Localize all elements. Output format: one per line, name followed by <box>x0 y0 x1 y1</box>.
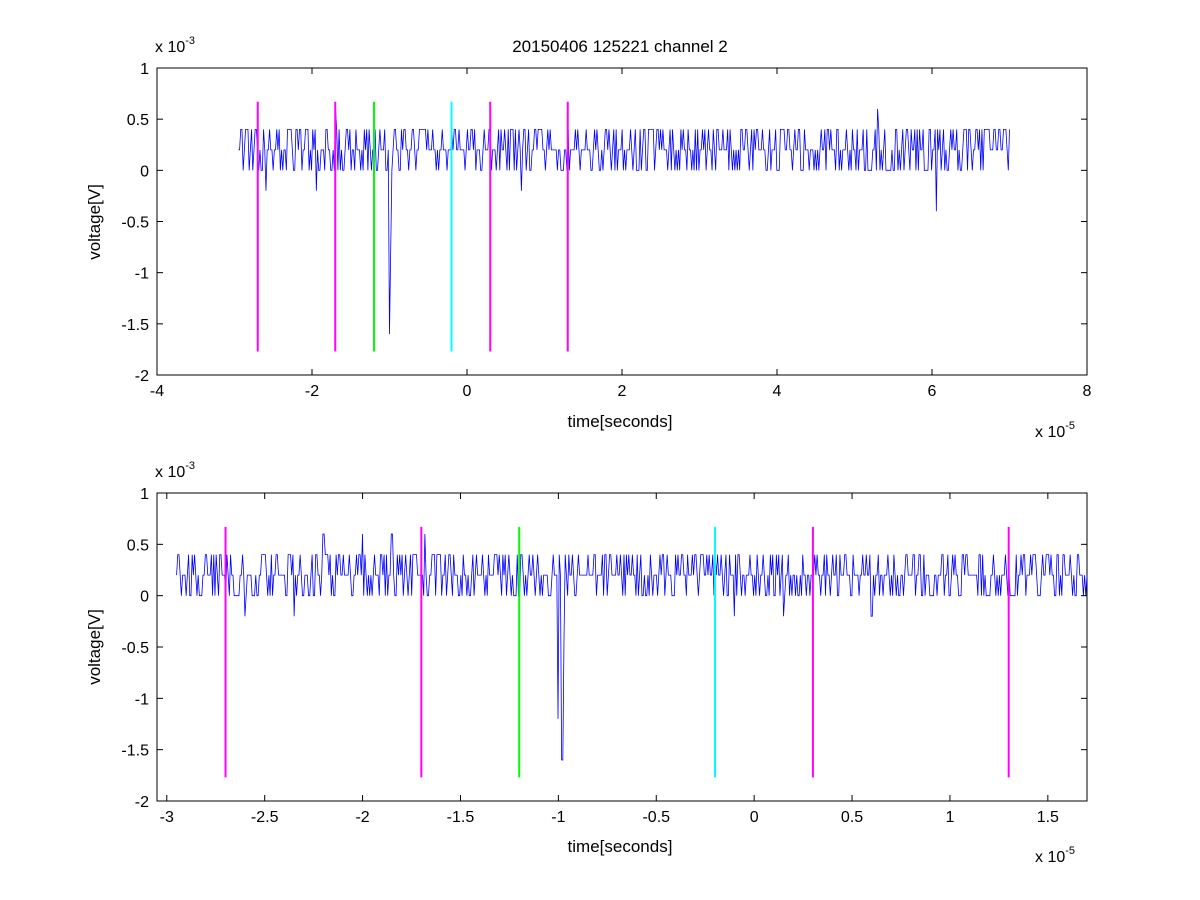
plot-top-y-exponent-power: -3 <box>185 35 195 47</box>
plot-bottom-ytick-label: 0 <box>140 589 149 606</box>
figure-title: 20150406 125221 channel 2 <box>512 37 728 56</box>
plot-top-xtick-label: -4 <box>150 383 164 400</box>
plot-bottom-x-exponent-power: -5 <box>1065 845 1075 857</box>
plot-bottom-ytick-label: -1.5 <box>121 743 149 760</box>
plot-top-signal <box>238 108 1010 335</box>
plot-bottom-ytick-label: 0.5 <box>127 537 149 554</box>
plot-bottom-xtick-label: -1.5 <box>447 809 475 826</box>
plot-top-signal-trace <box>238 108 1010 335</box>
plot-top: -4 -2 0 2 4 6 810.50-0.5-1-1.5-2 time[seconds]… <box>85 35 1092 441</box>
plot-bottom-xtick-label: -2 <box>355 809 369 826</box>
plot-bottom-ytick-label: 1 <box>140 486 149 503</box>
plot-bottom-signal-trace <box>176 533 1088 761</box>
plot-top-y-exponent-base: x 10 <box>155 39 185 56</box>
plot-bottom-axes-box <box>156 492 1088 802</box>
plot-bottom-xtick-label: 0.5 <box>841 809 863 826</box>
plot-top-ytick-label: -0.5 <box>121 215 149 232</box>
plot-bottom-x-exponent-base: x 10 <box>1035 849 1065 866</box>
plot-top-xtick-label: 4 <box>773 383 782 400</box>
plot-bottom-xtick-label: 0 <box>750 809 759 826</box>
plot-bottom-signal <box>176 533 1088 761</box>
plot-top-xtick-label: 8 <box>1083 383 1092 400</box>
plot-top-ytick-label: -1 <box>135 266 149 283</box>
plot-top-x-exponent-power: -5 <box>1065 420 1075 432</box>
plot-bottom-y-exponent-power: -3 <box>185 460 195 472</box>
plot-bottom-y-label: voltage[V] <box>85 609 104 685</box>
plot-bottom-xtick-label: 1.5 <box>1037 809 1059 826</box>
plot-bottom-xtick-label: -0.5 <box>642 809 670 826</box>
plot-top-xtick-label: 2 <box>618 383 627 400</box>
plot-top-ytick-label: 1 <box>140 61 149 78</box>
plot-bottom-xtick-label: -1 <box>551 809 565 826</box>
plot-top-markers <box>256 101 569 352</box>
plot-top-ytick-label: 0.5 <box>127 112 149 129</box>
plot-bottom-xtick-label: -3 <box>160 809 174 826</box>
plot-bottom-ticks: -3 -2.5 -2 -1.5 -1 -0.5 0 0.5 1 1.5 1 0.5 0 -0.5 -1 -1.… <box>121 486 1087 826</box>
plot-top-x-exponent: x 10-5 <box>1035 420 1075 441</box>
plot-top-ytick-label: 0 <box>140 163 149 180</box>
plot-bottom-x-label: time[seconds] <box>568 837 673 856</box>
plot-bottom-xtick-label: 1 <box>945 809 954 826</box>
plot-bottom-xtick-label: -2.5 <box>251 809 279 826</box>
plot-bottom-ytick-label: -1 <box>135 691 149 708</box>
plot-bottom-x-exponent: x 10-5 <box>1035 845 1075 866</box>
plot-top-xtick-label: 6 <box>928 383 937 400</box>
plot-top-ytick-label: -1.5 <box>121 317 149 334</box>
plot-bottom-markers <box>224 526 1010 778</box>
plot-top-xtick-label: -2 <box>305 383 319 400</box>
plot-top-x-exponent-base: x 10 <box>1035 424 1065 441</box>
plot-top-axes-box <box>156 67 1088 376</box>
plot-top-ticks: -4 -2 0 2 4 6 810.50-0.5-1-1.5-2 <box>121 61 1091 400</box>
plot-top-y-label: voltage[V] <box>85 184 104 260</box>
plot-top-ytick-label: -2 <box>135 368 149 385</box>
plot-top-x-label: time[seconds] <box>568 412 673 431</box>
plot-top-xtick-label: 0 <box>463 383 472 400</box>
plot-top-y-exponent: x 10-3 <box>155 35 195 56</box>
plot-bottom-ytick-label: -2 <box>135 794 149 811</box>
plot-bottom-y-exponent: x 10-3 <box>155 460 195 481</box>
plot-bottom: -3 -2.5 -2 -1.5 -1 -0.5 0 0.5 1 1.5 1 0.5 0 -0.5 -1 -1.… <box>85 460 1088 866</box>
plot-bottom-y-exponent-base: x 10 <box>155 464 185 481</box>
plot-bottom-ytick-label: -0.5 <box>121 640 149 657</box>
